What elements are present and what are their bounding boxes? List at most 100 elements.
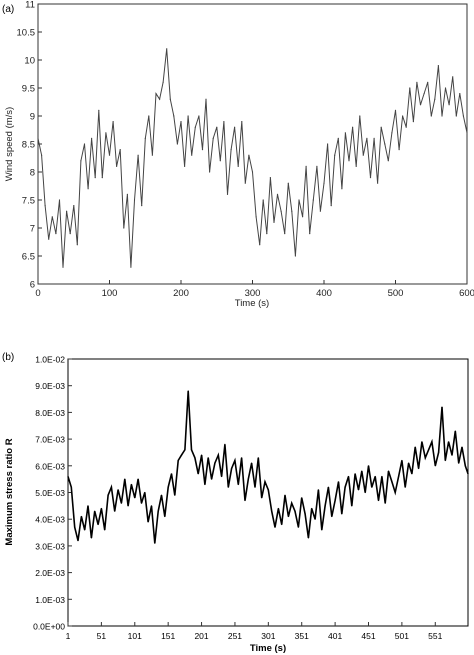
series-line-stress-ratio: [67, 390, 469, 544]
data-point: [448, 441, 450, 443]
y-tick-label: 9.0E-03: [35, 381, 65, 391]
data-point: [197, 473, 199, 475]
y-tick-label: 5.0E-03: [35, 488, 65, 498]
data-point: [302, 216, 304, 218]
data-point: [164, 515, 166, 518]
data-point: [404, 486, 406, 488]
y-tick-label: 1.0E-02: [35, 355, 65, 365]
data-point: [214, 462, 216, 464]
data-point: [157, 510, 159, 512]
data-point: [201, 149, 204, 151]
data-point: [224, 443, 226, 445]
data-point: [212, 137, 214, 139]
data-point: [237, 483, 239, 486]
data-point: [352, 126, 354, 128]
y-tick-label: 8: [30, 168, 35, 179]
data-point: [323, 182, 325, 184]
data-point: [319, 210, 321, 212]
data-point: [454, 430, 456, 432]
data-point: [357, 489, 360, 491]
data-point: [387, 470, 390, 472]
data-point: [371, 486, 373, 488]
series-points-a: [37, 48, 468, 268]
data-point: [391, 481, 393, 483]
data-point: [467, 473, 469, 475]
data-point: [94, 177, 96, 179]
panel-label-a: (a): [2, 4, 14, 15]
data-point: [130, 266, 132, 268]
data-point: [369, 177, 372, 179]
x-tick-label: 251: [228, 631, 242, 641]
data-point: [234, 126, 236, 128]
y-tick-label: 7: [30, 224, 35, 235]
data-point: [108, 154, 111, 156]
x-tick-label: 501: [395, 631, 409, 641]
data-point: [180, 121, 182, 123]
data-point: [391, 132, 393, 134]
data-point: [327, 143, 329, 145]
x-tick-label: 200: [173, 288, 189, 299]
data-point: [167, 486, 169, 488]
series-line-wind-speed: [37, 48, 468, 268]
data-point: [424, 457, 426, 459]
data-point: [140, 502, 143, 504]
data-point: [133, 199, 136, 201]
data-point: [321, 529, 323, 531]
data-point: [291, 210, 293, 212]
y-tick-label: 7.5: [22, 196, 35, 207]
data-point: [160, 494, 163, 496]
data-point: [309, 233, 311, 235]
data-point: [374, 475, 376, 478]
data-point: [51, 216, 53, 218]
y-axis-label-b: Maximum stress ratio R: [4, 438, 15, 545]
data-point: [74, 526, 76, 528]
data-point: [112, 121, 114, 123]
data-point: [276, 193, 279, 195]
plot-frame-a: [37, 3, 468, 285]
data-point: [367, 465, 370, 467]
data-point: [280, 210, 282, 212]
data-point: [377, 499, 380, 502]
data-point: [159, 98, 161, 100]
data-point: [104, 529, 106, 531]
data-point: [314, 518, 316, 520]
data-point: [354, 473, 356, 475]
data-point: [262, 199, 264, 201]
data-point: [247, 478, 249, 480]
data-point: [223, 121, 225, 123]
data-point: [394, 491, 396, 494]
data-point: [344, 486, 346, 488]
data-point: [418, 467, 420, 470]
data-point: [141, 205, 143, 207]
data-point: [226, 193, 229, 195]
data-point: [461, 446, 463, 448]
data-point: [298, 199, 300, 201]
data-point: [69, 233, 71, 235]
data-point: [373, 137, 375, 139]
data-point: [194, 457, 196, 459]
data-point: [255, 216, 257, 218]
data-point: [207, 457, 209, 459]
data-point: [411, 473, 413, 475]
y-axis-ticks-a: 6 6.5 7 7.5 8 8.5 9 9.5 10 10.5 11: [17, 0, 42, 291]
data-point: [90, 537, 92, 539]
data-point: [97, 523, 99, 526]
x-tick-label: 400: [316, 288, 332, 299]
data-point: [398, 475, 400, 478]
data-point: [327, 486, 329, 488]
data-point: [462, 115, 464, 117]
chart-panel-a: (a) 6 6.5 7 7.5 8 8.5 9 9.5 10 10.5 11 0 100 200 300 4…: [2, 0, 474, 309]
data-point: [257, 457, 259, 459]
y-tick-label: 6.0E-03: [35, 461, 65, 471]
data-point: [234, 459, 236, 462]
x-tick-label: 151: [161, 631, 175, 641]
data-point: [170, 473, 173, 475]
data-point: [334, 499, 336, 502]
y-tick-label: 8.5: [22, 140, 35, 151]
y-axis-label-a: Wind speed (m/s): [4, 107, 15, 181]
y-tick-label: 10: [24, 56, 35, 67]
data-point: [331, 515, 333, 518]
data-point: [438, 451, 440, 454]
data-point: [155, 93, 157, 95]
data-point: [416, 81, 418, 83]
